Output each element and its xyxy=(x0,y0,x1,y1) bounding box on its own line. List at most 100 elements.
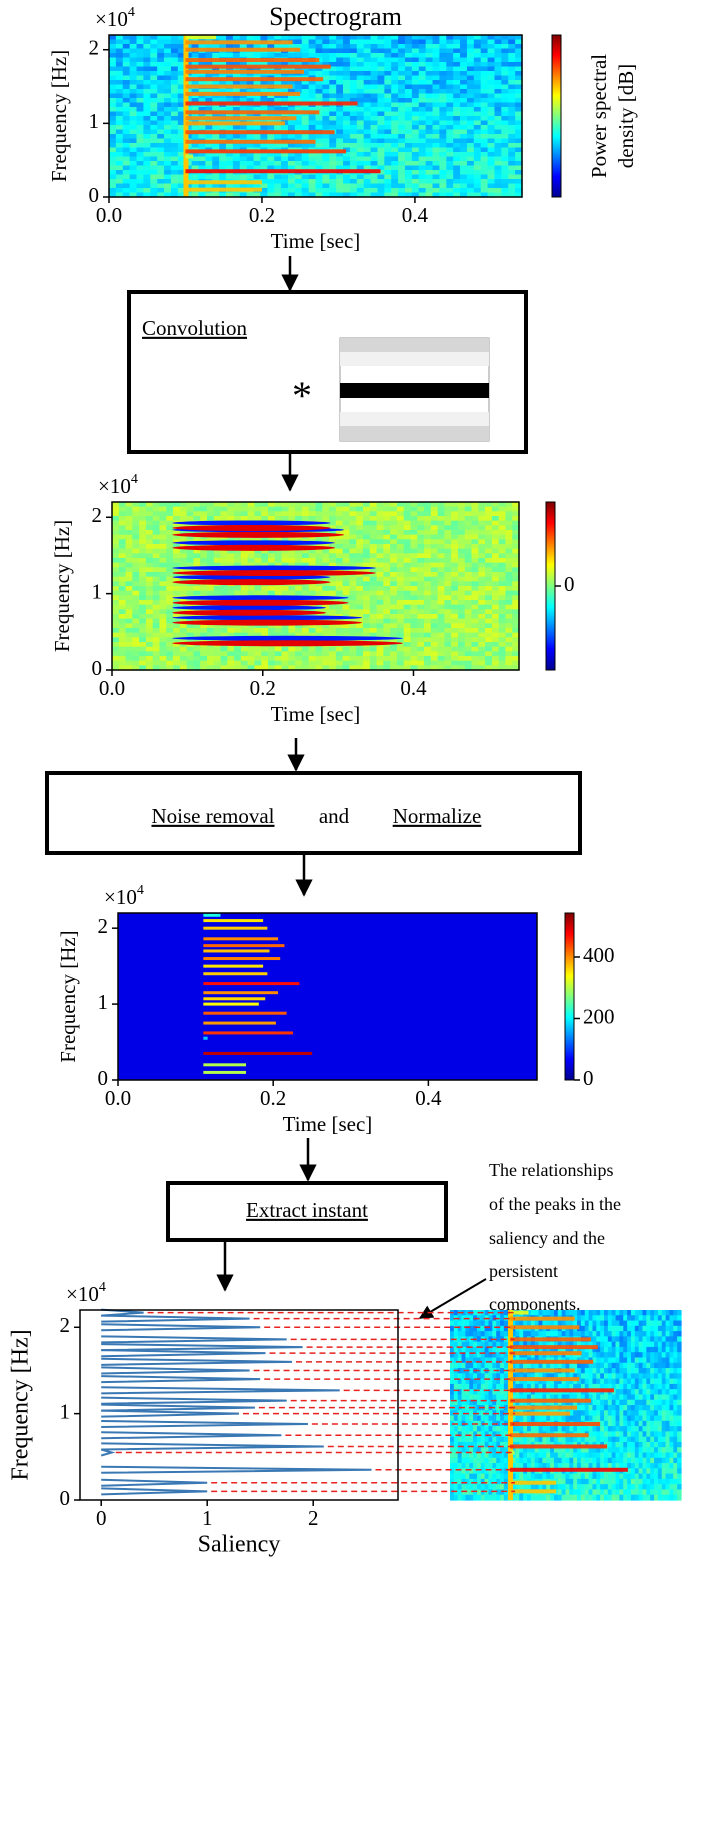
heatmap-cell xyxy=(137,71,144,76)
heatmap-cell xyxy=(478,651,485,656)
heatmap-cell xyxy=(488,125,495,130)
heatmap-cell xyxy=(363,502,370,507)
heatmap-cell xyxy=(343,539,350,544)
heatmap-cell xyxy=(130,85,137,90)
heatmap-cell xyxy=(566,1310,570,1316)
heatmap-cell xyxy=(171,166,178,171)
heatmap-cell xyxy=(153,586,160,591)
heatmap-cell xyxy=(226,125,233,130)
heatmap-cell xyxy=(377,71,384,76)
heatmap-cell xyxy=(329,647,336,652)
heatmap-cell xyxy=(137,94,144,99)
heatmap-cell xyxy=(467,121,474,126)
heatmap-cell xyxy=(164,166,171,171)
heatmap-cell xyxy=(295,511,302,516)
heatmap-cell xyxy=(398,148,405,153)
heatmap-cell xyxy=(585,1331,589,1337)
heatmap-cell xyxy=(481,134,488,139)
heatmap-cell xyxy=(460,116,467,121)
heatmap-cell xyxy=(508,98,515,103)
heatmap-cell xyxy=(426,130,433,135)
heatmap-cell xyxy=(384,44,391,49)
heatmap-cell xyxy=(130,40,137,45)
heatmap-cell xyxy=(508,125,515,130)
heatmap-cell xyxy=(159,591,166,596)
heatmap-cell xyxy=(241,586,248,591)
heatmap-cell xyxy=(207,507,214,512)
heatmap-cell xyxy=(143,89,150,94)
heatmap-cell xyxy=(431,558,438,563)
heatmap-cell xyxy=(193,558,200,563)
heatmap-cell xyxy=(130,157,137,162)
heatmap-cell xyxy=(226,175,233,180)
heatmap-cell xyxy=(363,539,370,544)
heatmap-cell xyxy=(254,35,261,40)
heatmap-cell xyxy=(282,516,289,521)
heatmap-cell xyxy=(316,184,323,189)
heatmap-cell xyxy=(173,507,180,512)
heatmap-cell xyxy=(157,121,164,126)
heatmap-cell xyxy=(226,35,233,40)
heatmap-cell xyxy=(397,511,404,516)
heatmap-cell xyxy=(501,157,508,162)
heatmap-cell xyxy=(150,116,157,121)
heatmap-cell xyxy=(438,544,445,549)
heatmap-cell xyxy=(410,619,417,624)
heatmap-cell xyxy=(444,647,451,652)
heatmap-cell xyxy=(438,642,445,647)
heatmap-cell xyxy=(619,1347,623,1353)
heatmap-cell xyxy=(478,595,485,600)
heatmap-cell xyxy=(465,628,472,633)
heatmap-cell xyxy=(350,112,357,117)
heatmap-cell xyxy=(322,179,329,184)
heatmap-cell xyxy=(370,502,377,507)
heatmap-cell xyxy=(116,134,123,139)
heatmap-cell xyxy=(356,586,363,591)
heatmap-cell xyxy=(465,544,472,549)
heatmap-cell xyxy=(508,89,515,94)
heatmap-cell xyxy=(226,134,233,139)
heatmap-cell xyxy=(412,184,419,189)
heatmap-cell xyxy=(419,76,426,81)
heatmap-cell xyxy=(417,619,424,624)
heatmap-cell xyxy=(130,130,137,135)
heatmap-cell xyxy=(383,595,390,600)
heatmap-cell xyxy=(112,600,119,605)
heatmap-cell xyxy=(627,1321,631,1327)
heatmap-cell xyxy=(153,572,160,577)
heatmap-cell xyxy=(444,558,451,563)
heatmap-cell xyxy=(126,623,133,628)
heatmap-cell xyxy=(467,40,474,45)
heatmap-cell xyxy=(146,605,153,610)
heatmap-cell xyxy=(438,633,445,638)
heatmap-cell xyxy=(460,112,467,117)
heatmap-cell xyxy=(143,157,150,162)
heatmap-cell xyxy=(260,134,267,139)
heatmap-cell xyxy=(329,502,336,507)
heatmap-cell xyxy=(453,139,460,144)
heatmap-cell xyxy=(219,161,226,166)
heatmap-cell xyxy=(481,184,488,189)
heatmap-cell xyxy=(166,633,173,638)
heatmap-cell xyxy=(612,1331,616,1337)
heatmap-cell xyxy=(631,1342,635,1348)
heatmap-cell xyxy=(405,62,412,67)
heatmap-cell xyxy=(391,67,398,72)
heatmap-cell xyxy=(130,53,137,58)
heatmap-cell xyxy=(143,116,150,121)
heatmap-cell xyxy=(492,1342,496,1348)
heatmap-cell xyxy=(474,71,481,76)
heatmap-cell xyxy=(234,661,241,666)
heatmap-cell xyxy=(159,563,166,568)
heatmap-cell xyxy=(322,507,329,512)
heatmap-cell xyxy=(370,656,377,661)
heatmap-cell xyxy=(370,516,377,521)
heatmap-cell xyxy=(635,1310,639,1316)
heatmap-cell xyxy=(343,35,350,40)
heatmap-cell xyxy=(130,134,137,139)
heatmap-cell xyxy=(171,112,178,117)
heatmap-cell xyxy=(329,586,336,591)
heatmap-cell xyxy=(343,581,350,586)
heatmap-cell xyxy=(446,130,453,135)
heatmap-cell xyxy=(431,619,438,624)
